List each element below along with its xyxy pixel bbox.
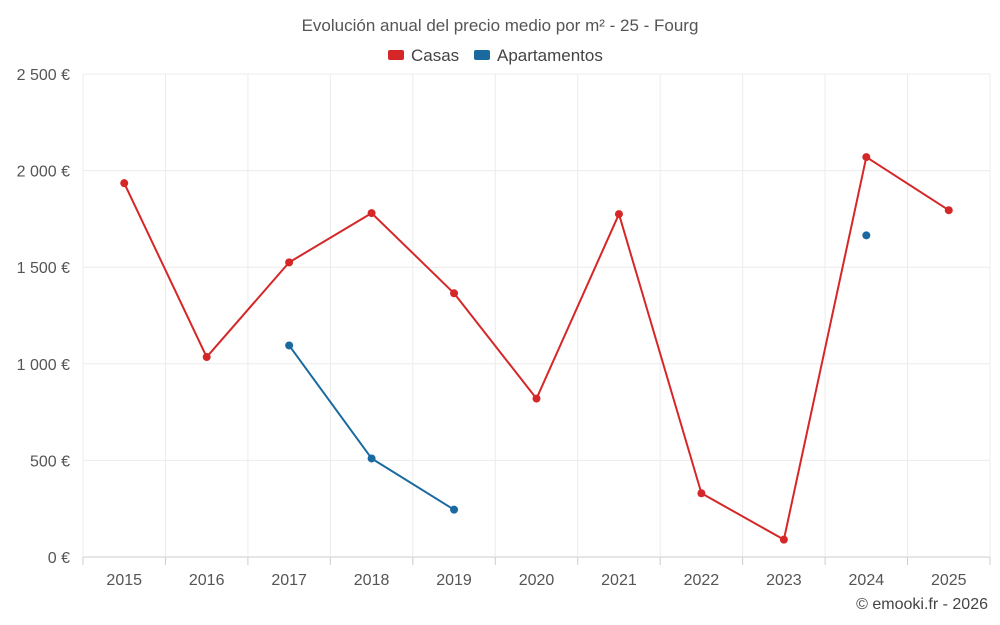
data-point-casas[interactable] bbox=[697, 489, 706, 498]
data-point-apartamentos[interactable] bbox=[450, 505, 459, 514]
chart-title: Evolución anual del precio medio por m² … bbox=[302, 16, 699, 35]
data-point-casas[interactable] bbox=[450, 289, 459, 298]
y-tick-label: 1 500 € bbox=[17, 260, 70, 277]
x-tick-label: 2025 bbox=[931, 572, 967, 589]
legend-item-apartamentos[interactable]: Apartamentos bbox=[474, 46, 603, 65]
data-point-casas[interactable] bbox=[944, 206, 953, 215]
x-tick-label: 2015 bbox=[106, 572, 142, 589]
legend-label-apartamentos: Apartamentos bbox=[497, 46, 603, 65]
y-axis: 0 € 500 € 1 000 € 1 500 € 2 000 € 2 500 € bbox=[17, 67, 70, 567]
x-tick-label: 2019 bbox=[436, 572, 472, 589]
x-tick-label: 2021 bbox=[601, 572, 637, 589]
series-line-apartamentos bbox=[288, 344, 455, 511]
credit-text: © emooki.fr - 2026 bbox=[856, 596, 988, 613]
series-casas bbox=[120, 153, 953, 544]
legend-label-casas: Casas bbox=[411, 46, 459, 65]
data-point-casas[interactable] bbox=[532, 394, 541, 403]
data-point-casas[interactable] bbox=[367, 209, 376, 218]
legend-swatch-apartamentos bbox=[474, 50, 490, 60]
data-point-casas[interactable] bbox=[614, 210, 623, 219]
x-tick-label: 2022 bbox=[684, 572, 720, 589]
x-tick-label: 2018 bbox=[354, 572, 390, 589]
data-point-apartamentos[interactable] bbox=[367, 454, 376, 463]
y-tick-label: 0 € bbox=[48, 550, 70, 567]
x-tick-label: 2020 bbox=[519, 572, 555, 589]
data-point-casas[interactable] bbox=[862, 153, 871, 162]
data-point-casas[interactable] bbox=[779, 535, 788, 544]
x-tick-label: 2016 bbox=[189, 572, 225, 589]
data-point-apartamentos[interactable] bbox=[862, 231, 871, 240]
x-tick-label: 2024 bbox=[849, 572, 885, 589]
grid bbox=[82, 73, 991, 558]
legend-swatch-casas bbox=[388, 50, 404, 60]
legend-item-casas[interactable]: Casas bbox=[388, 46, 459, 65]
x-axis: 2015 2016 2017 2018 2019 2020 2021 2022 2023 2024… bbox=[82, 557, 991, 589]
data-point-apartamentos[interactable] bbox=[285, 341, 294, 350]
series-apartamentos bbox=[285, 231, 871, 514]
data-point-casas[interactable] bbox=[120, 179, 129, 188]
x-tick-label: 2023 bbox=[766, 572, 802, 589]
data-point-casas[interactable] bbox=[285, 258, 294, 267]
y-tick-label: 1 000 € bbox=[17, 357, 70, 374]
series bbox=[120, 153, 953, 544]
y-tick-label: 2 000 € bbox=[17, 164, 70, 181]
y-tick-label: 2 500 € bbox=[17, 67, 70, 84]
legend: Casas Apartamentos bbox=[388, 46, 603, 65]
data-point-casas[interactable] bbox=[202, 353, 211, 362]
y-tick-label: 500 € bbox=[30, 453, 70, 470]
x-tick-label: 2017 bbox=[271, 572, 307, 589]
